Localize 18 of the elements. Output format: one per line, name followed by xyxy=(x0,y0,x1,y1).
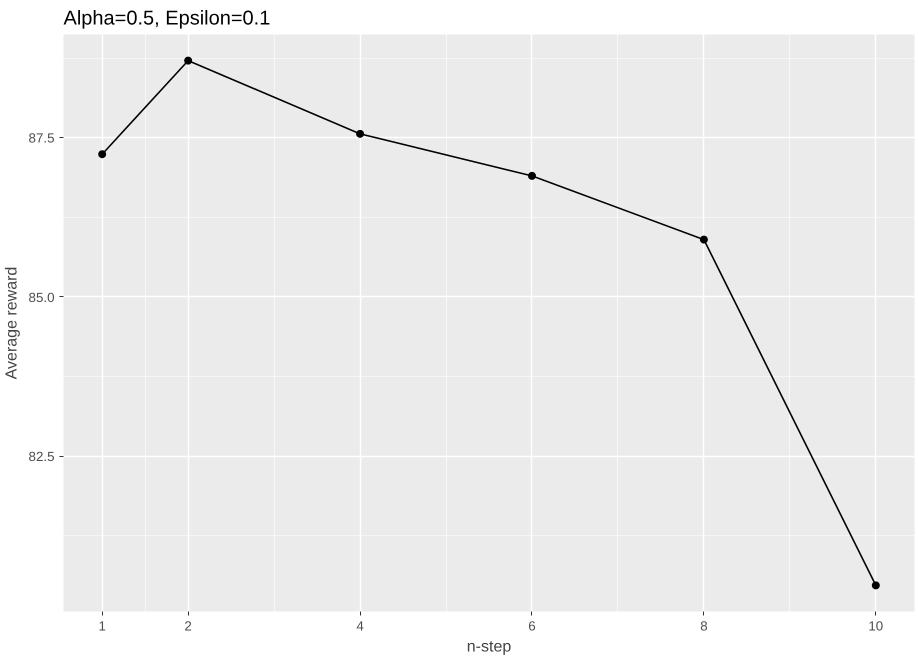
point xyxy=(356,130,364,138)
point xyxy=(872,581,880,590)
x-tick-label: 8 xyxy=(700,618,708,634)
point xyxy=(700,236,708,244)
y-tick-label: 85.0 xyxy=(28,290,55,305)
x-tick-label: 2 xyxy=(184,618,192,634)
y-axis-title: Average reward xyxy=(4,266,21,380)
x-tick-label: 10 xyxy=(868,618,884,634)
x-tick-label: 1 xyxy=(98,618,106,634)
chart-title: Alpha=0.5, Epsilon=0.1 xyxy=(64,8,270,30)
point xyxy=(98,150,106,158)
point xyxy=(528,172,536,180)
y-tick-label: 87.5 xyxy=(28,130,55,146)
x-tick-label: 4 xyxy=(356,618,364,634)
x-tick-label: 6 xyxy=(528,618,536,634)
x-axis-title: n-step xyxy=(466,638,512,656)
point xyxy=(184,56,192,65)
y-tick-label: 82.5 xyxy=(28,449,55,464)
